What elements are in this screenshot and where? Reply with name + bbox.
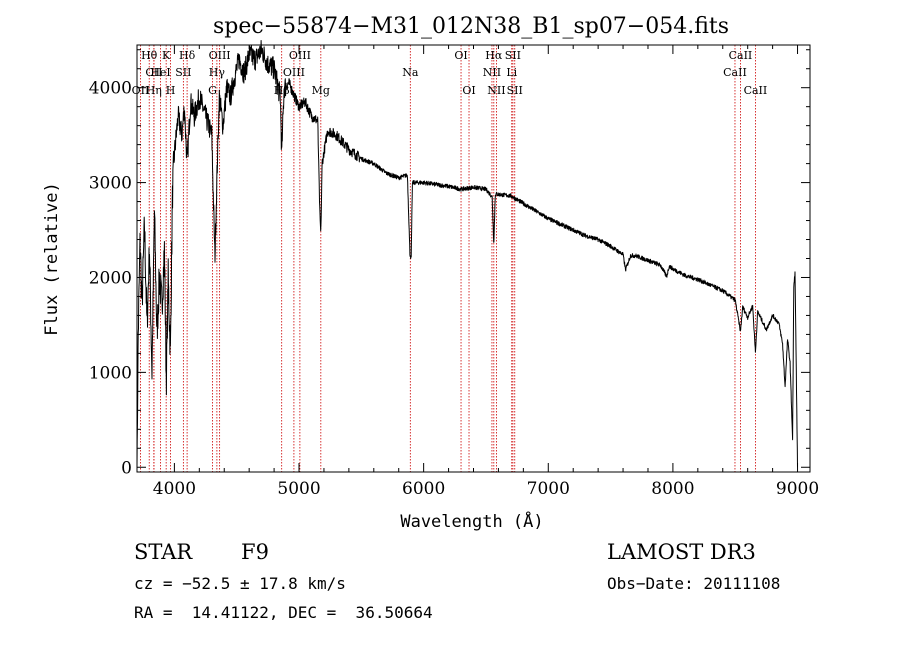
x-tick-label: 9000 xyxy=(776,479,819,499)
line-marker-label: SII xyxy=(505,49,521,62)
y-tick-label: 1000 xyxy=(89,363,132,383)
x-tick-label: 7000 xyxy=(527,479,570,499)
line-marker-label: OI xyxy=(454,49,467,62)
line-marker-label: Hα xyxy=(485,49,503,62)
x-tick-label: 5000 xyxy=(277,479,320,499)
line-marker-label: G xyxy=(208,84,217,97)
line-marker-label: OIII xyxy=(289,49,311,62)
line-marker-label: SII xyxy=(507,84,523,97)
spectrum-line xyxy=(136,40,798,468)
x-tick-label: 4000 xyxy=(153,479,196,499)
line-marker-label: Hδ xyxy=(179,49,196,62)
line-marker-label: CaII xyxy=(729,49,753,62)
redshift-readout: cz = −52.5 ± 17.8 km/s xyxy=(134,574,346,593)
spectral-subclass: F9 xyxy=(241,540,269,564)
coordinates: RA = 14.41122, DEC = 36.50664 xyxy=(134,603,433,622)
line-marker-label: CaII xyxy=(723,66,747,79)
obs-date: Obs−Date: 20111108 xyxy=(607,574,781,593)
line-marker-label: K xyxy=(162,49,171,62)
plot-frame xyxy=(136,44,811,473)
x-tick-label: 6000 xyxy=(402,479,445,499)
line-marker-label: H xyxy=(166,84,176,97)
x-tick-label: 8000 xyxy=(651,479,694,499)
chart-title: spec−55874−M31_012N38_B1_sp07−054.fits xyxy=(213,14,729,39)
line-marker-label: OIII xyxy=(209,49,231,62)
line-marker-label: NII xyxy=(487,84,505,97)
survey-name: LAMOST DR3 xyxy=(607,540,756,564)
line-marker-label: Hη xyxy=(146,84,162,97)
y-tick-label: 4000 xyxy=(89,79,132,99)
line-marker-label: OIII xyxy=(283,66,305,79)
y-axis-title: Flux (relative) xyxy=(42,182,62,336)
y-tick-label: 0 xyxy=(121,458,132,478)
x-axis-ticks: 4000 5000 6000 7000 8000 9000 xyxy=(153,45,819,499)
line-marker-label: NII xyxy=(483,66,501,79)
line-marker-label: CII xyxy=(145,66,162,79)
line-marker-label: OI xyxy=(462,84,475,97)
y-tick-label: 3000 xyxy=(89,174,132,194)
line-marker-label: Li xyxy=(506,66,517,79)
line-marker-label: Mg xyxy=(312,84,330,97)
line-marker-label: Hγ xyxy=(209,66,226,79)
series-group xyxy=(136,40,798,468)
x-axis-title: Wavelength (Å) xyxy=(400,510,543,532)
line-marker-label: HeI xyxy=(150,66,170,79)
line-marker-label: Hθ xyxy=(141,49,158,62)
line-marker-label: CaII xyxy=(744,84,768,97)
y-tick-label: 2000 xyxy=(89,268,132,288)
object-class: STAR xyxy=(134,540,193,564)
line-markers xyxy=(140,45,756,472)
line-marker-label: Na xyxy=(402,66,419,79)
y-axis-ticks: 0 1000 2000 3000 4000 xyxy=(89,49,810,478)
line-marker-label: SII xyxy=(175,66,191,79)
